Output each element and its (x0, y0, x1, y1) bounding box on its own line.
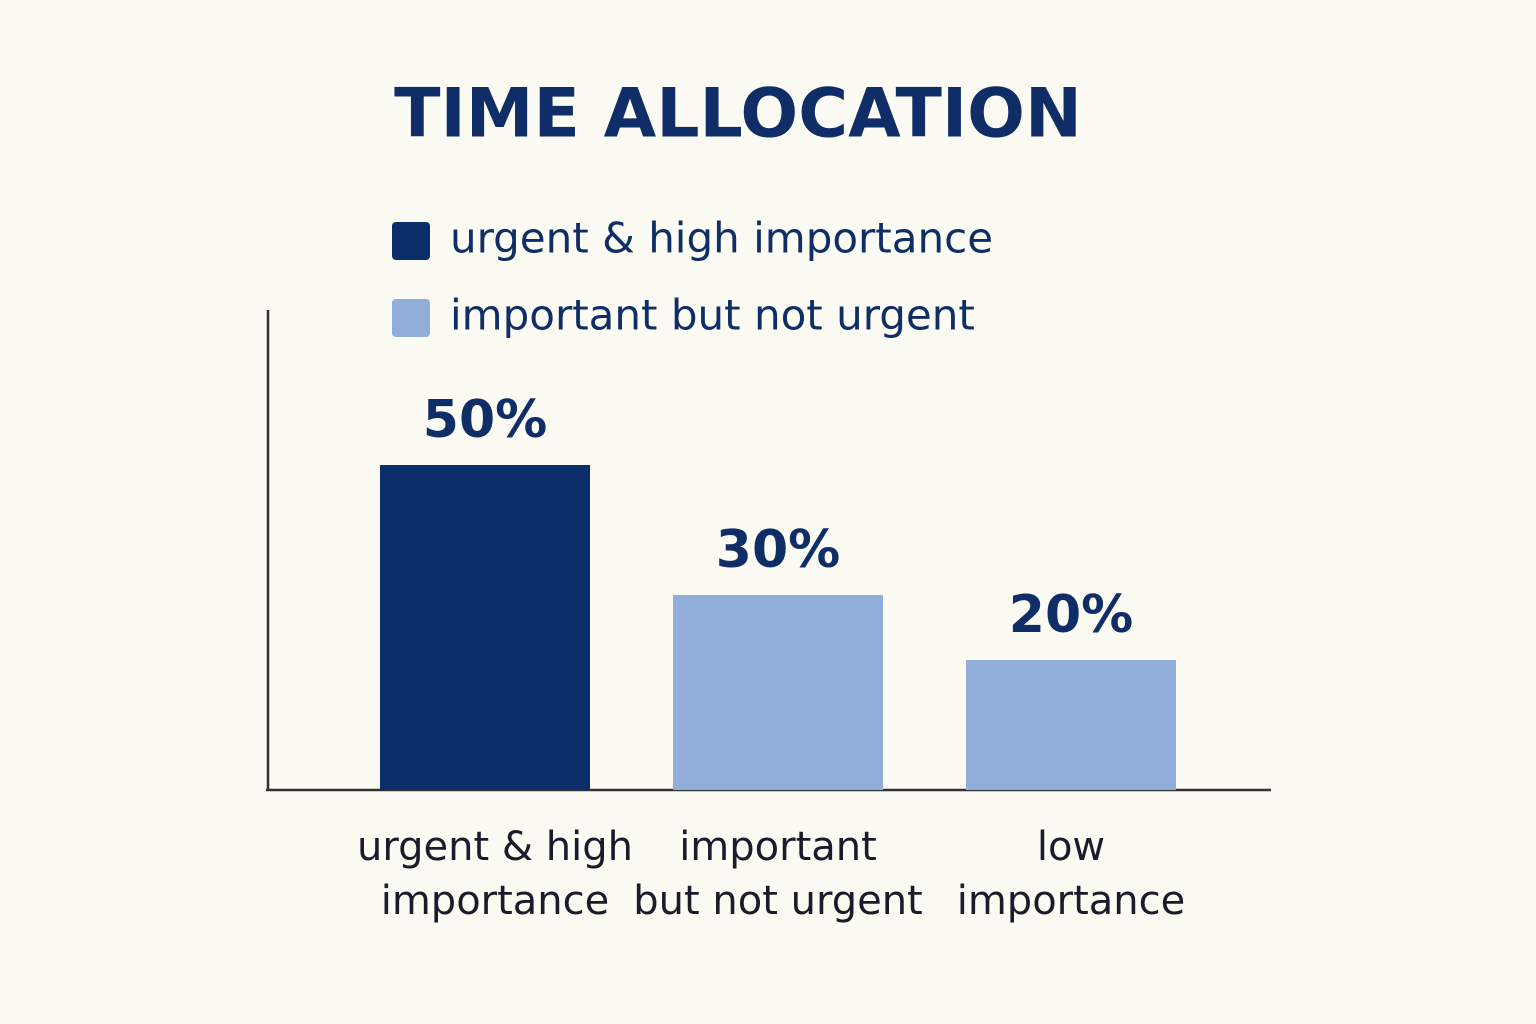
value-label: 50% (423, 390, 547, 450)
bar (380, 465, 590, 790)
x-tick-label: important but not urgent (633, 824, 923, 924)
bar (966, 660, 1176, 790)
bar (673, 595, 883, 790)
legend-swatch (392, 222, 430, 260)
x-tick-label: urgent & high importance (357, 824, 633, 924)
chart-title: TIME ALLOCATION (394, 75, 1082, 154)
value-label: 30% (716, 520, 840, 580)
value-label: 20% (1009, 585, 1133, 645)
x-tick-label: low importance (956, 824, 1186, 924)
legend-label: important but not urgent (450, 291, 975, 340)
legend-swatch (392, 299, 430, 337)
legend-label: urgent & high importance (450, 214, 993, 263)
